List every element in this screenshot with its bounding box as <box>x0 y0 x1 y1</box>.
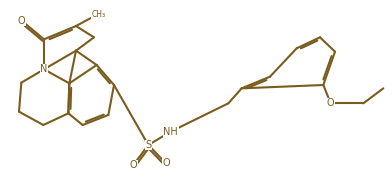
Text: N: N <box>40 64 48 74</box>
Text: S: S <box>145 140 151 150</box>
Text: O: O <box>162 158 170 168</box>
Text: CH₃: CH₃ <box>91 10 105 19</box>
Text: NH: NH <box>163 127 178 137</box>
Text: O: O <box>327 98 334 108</box>
Text: O: O <box>129 160 137 170</box>
Text: O: O <box>18 16 25 26</box>
